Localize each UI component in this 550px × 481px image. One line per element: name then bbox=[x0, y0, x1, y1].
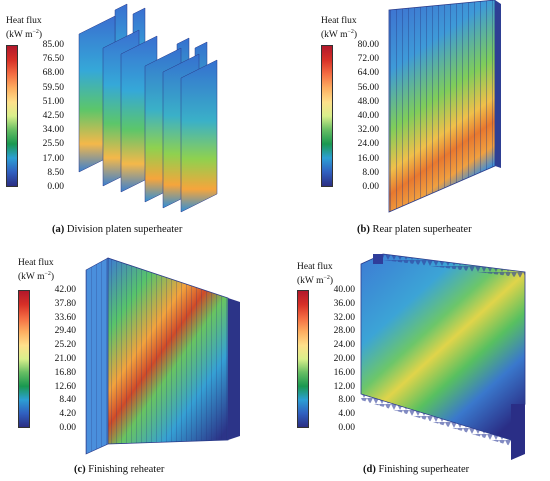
colorbar-tick-label: 21.00 bbox=[54, 354, 76, 364]
colorbar-tick-label: 68.00 bbox=[42, 68, 64, 79]
colorbar-tick-label: 56.00 bbox=[357, 82, 379, 93]
colorbar-tick-label: 42.00 bbox=[54, 285, 76, 295]
colorbar-tick-label: 8.40 bbox=[59, 395, 76, 406]
finishing-reheater-render bbox=[85, 257, 240, 455]
colorbar bbox=[6, 45, 18, 187]
colorbar-tick-label: 32.00 bbox=[333, 312, 355, 323]
colorbar-tick-label: 40.00 bbox=[357, 111, 379, 121]
colorbar-tick-label: 59.50 bbox=[42, 82, 64, 93]
colorbar-tick-label: 24.00 bbox=[357, 139, 379, 150]
colorbar-tick-label: 12.00 bbox=[333, 381, 355, 392]
caption: (a) Division platen superheater bbox=[52, 224, 183, 235]
legend-title: Heat flux (kW m−2) bbox=[6, 16, 43, 41]
colorbar-tick-label: 16.80 bbox=[54, 367, 76, 378]
colorbar-tick-label: 25.50 bbox=[42, 139, 64, 150]
colorbar-tick-label: 51.00 bbox=[42, 96, 64, 107]
colorbar-tick-label: 16.00 bbox=[357, 153, 379, 164]
colorbar-tick-label: 4.00 bbox=[338, 409, 355, 420]
finishing-superheater-render bbox=[360, 253, 526, 460]
colorbar-tick-label: 12.60 bbox=[54, 381, 76, 392]
colorbar-tick-label: 64.00 bbox=[357, 68, 379, 79]
colorbar-tick-label: 8.50 bbox=[47, 167, 64, 178]
colorbar-tick-label: 17.00 bbox=[42, 153, 64, 164]
division-platen-superheater-render bbox=[78, 3, 218, 213]
caption: (b) Rear platen superheater bbox=[357, 224, 472, 235]
colorbar-tick-label: 20.00 bbox=[333, 354, 355, 364]
colorbar-tick-label: 80.00 bbox=[357, 40, 379, 50]
colorbar-tick-label: 72.00 bbox=[357, 54, 379, 65]
colorbar-tick-label: 85.00 bbox=[42, 40, 64, 50]
colorbar-tick-label: 28.00 bbox=[333, 326, 355, 337]
colorbar-tick-label: 33.60 bbox=[54, 312, 76, 323]
rear-platen-superheater-render bbox=[388, 0, 501, 213]
caption: (d) Finishing superheater bbox=[363, 464, 470, 475]
colorbar-tick-label: 42.50 bbox=[42, 111, 64, 121]
colorbar-tick-label: 25.20 bbox=[54, 340, 76, 351]
colorbar-tick-label: 8.00 bbox=[338, 395, 355, 406]
colorbar-tick-label: 24.00 bbox=[333, 340, 355, 351]
colorbar bbox=[297, 290, 309, 428]
legend-title: Heat flux (kW m−2) bbox=[321, 16, 358, 41]
colorbar-tick-label: 4.20 bbox=[59, 409, 76, 420]
colorbar-tick-label: 16.00 bbox=[333, 367, 355, 378]
colorbar-tick-label: 29.40 bbox=[54, 326, 76, 337]
panel-c: Heat flux (kW m−2) (c) Finishing reheate… bbox=[0, 240, 275, 481]
colorbar-tick-label: 0.00 bbox=[362, 182, 379, 192]
colorbar-tick-label: 34.00 bbox=[42, 125, 64, 136]
colorbar bbox=[321, 45, 333, 187]
colorbar-tick-label: 37.80 bbox=[54, 298, 76, 309]
caption: (c) Finishing reheater bbox=[74, 464, 165, 475]
panel-b: Heat flux (kW m−2) (b) Rear platen super… bbox=[275, 0, 550, 240]
colorbar-tick-label: 0.00 bbox=[338, 423, 355, 433]
colorbar-tick-label: 76.50 bbox=[42, 54, 64, 65]
colorbar-tick-label: 32.00 bbox=[357, 125, 379, 136]
colorbar-tick-label: 36.00 bbox=[333, 298, 355, 309]
legend-title: Heat flux (kW m−2) bbox=[297, 262, 334, 287]
colorbar-tick-label: 0.00 bbox=[59, 423, 76, 433]
colorbar-tick-label: 8.00 bbox=[362, 167, 379, 178]
panel-d: Heat flux (kW m−2) (d) Finishing superhe… bbox=[275, 240, 550, 481]
colorbar-tick-label: 40.00 bbox=[333, 285, 355, 295]
legend-title: Heat flux (kW m−2) bbox=[18, 258, 55, 283]
panel-a: Heat flux (kW m−2) (a) bbox=[0, 0, 275, 240]
colorbar-tick-label: 0.00 bbox=[47, 182, 64, 192]
colorbar-tick-label: 48.00 bbox=[357, 96, 379, 107]
colorbar bbox=[18, 290, 30, 428]
